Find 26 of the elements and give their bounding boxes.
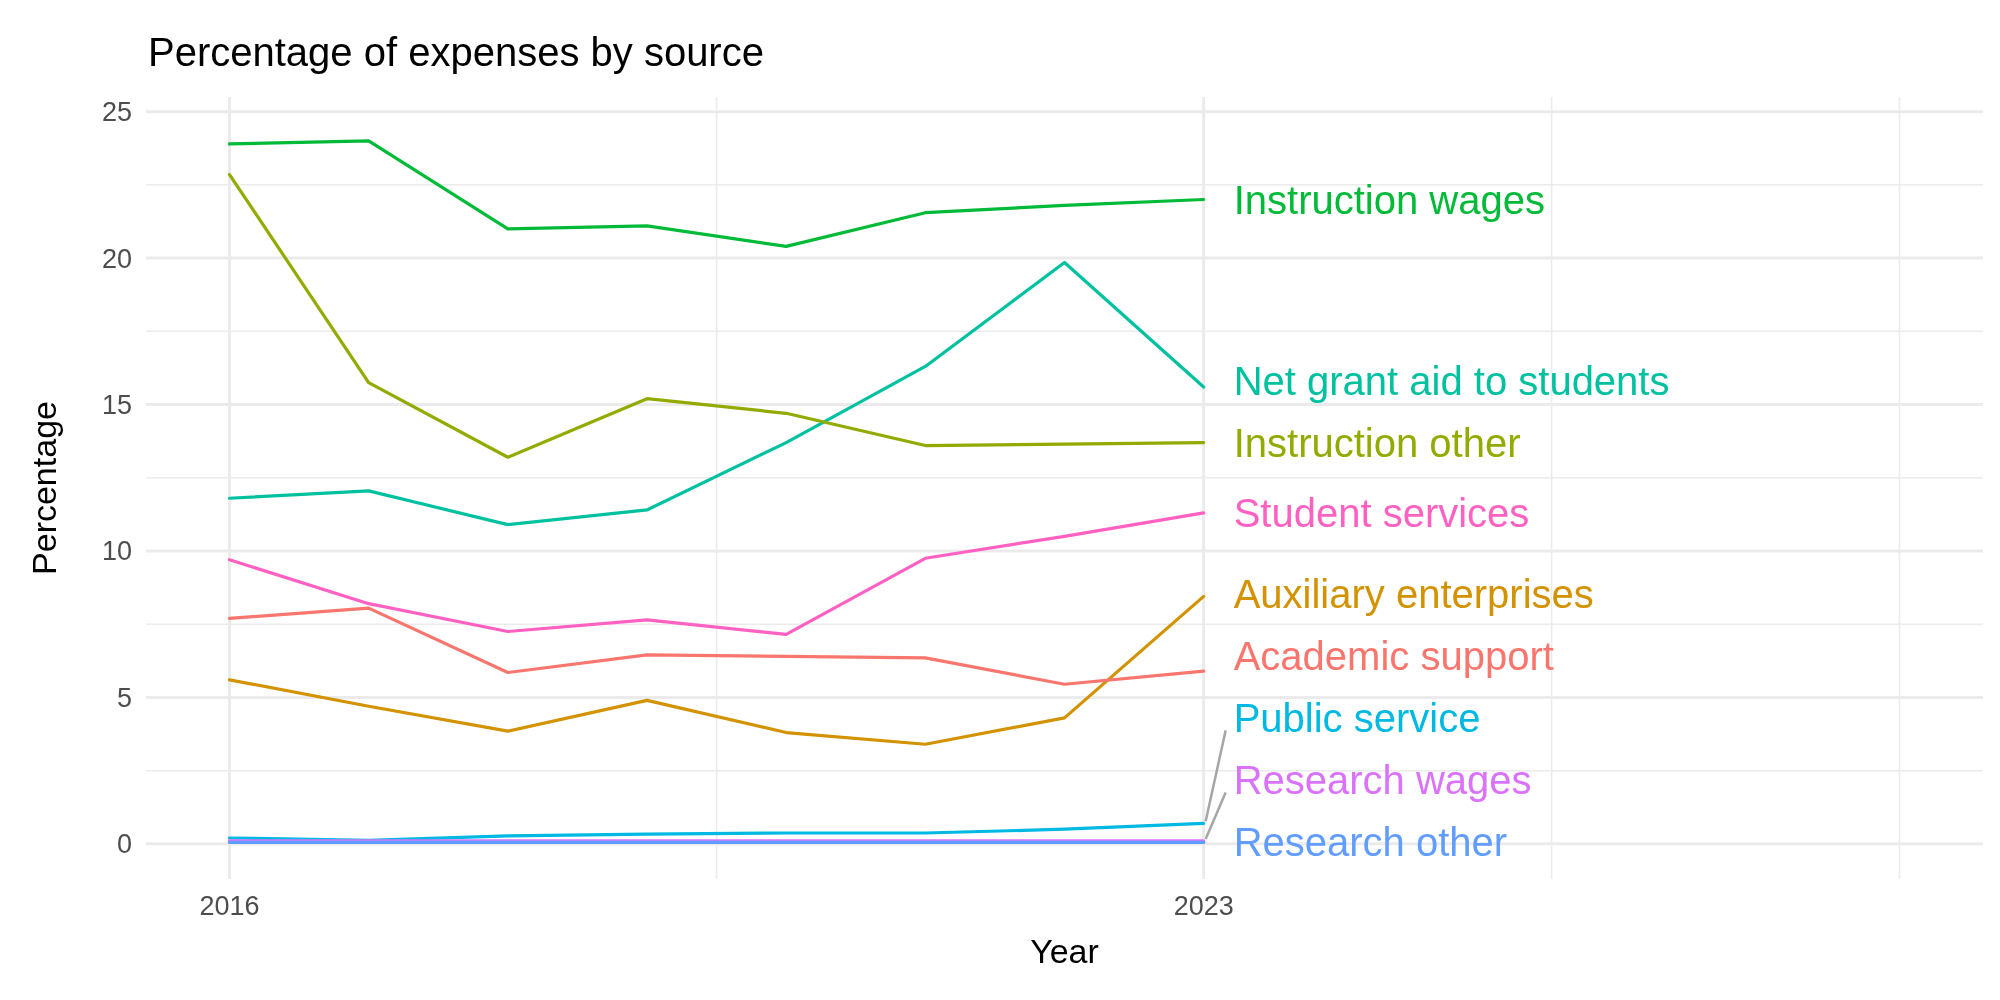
line-series — [227, 594, 1206, 746]
y-tick-label: 0 — [116, 829, 132, 860]
y-tick-label: 5 — [116, 682, 132, 713]
y-tick-label: 10 — [101, 536, 132, 567]
series-label: Auxiliary enterprises — [1233, 572, 1594, 617]
series-label: Research other — [1233, 820, 1508, 865]
line-series — [227, 139, 1206, 248]
y-tick-label: 25 — [101, 97, 132, 128]
series-label: Instruction other — [1233, 420, 1521, 465]
line-series — [227, 173, 1206, 459]
line-series — [227, 260, 1206, 527]
line-series — [227, 511, 1206, 637]
x-tick-label: 2016 — [199, 891, 260, 921]
y-tick-label: 15 — [101, 389, 132, 420]
line-series — [227, 606, 1206, 686]
x-tick-label: 2023 — [1173, 891, 1234, 921]
chart-title: Percentage of expenses by source — [148, 30, 764, 74]
series-label: Instruction wages — [1233, 177, 1545, 222]
y-tick-label: 20 — [101, 243, 132, 274]
y-axis-title: Percentage — [25, 401, 63, 575]
x-axis-title: Year — [1030, 932, 1099, 970]
series-label: Student services — [1233, 490, 1530, 535]
text: Public service — [1233, 696, 1481, 741]
series-label: Research wages — [1233, 758, 1532, 803]
series-label: Net grant aid to students — [1233, 358, 1670, 403]
series-label: Academic support — [1233, 634, 1554, 679]
